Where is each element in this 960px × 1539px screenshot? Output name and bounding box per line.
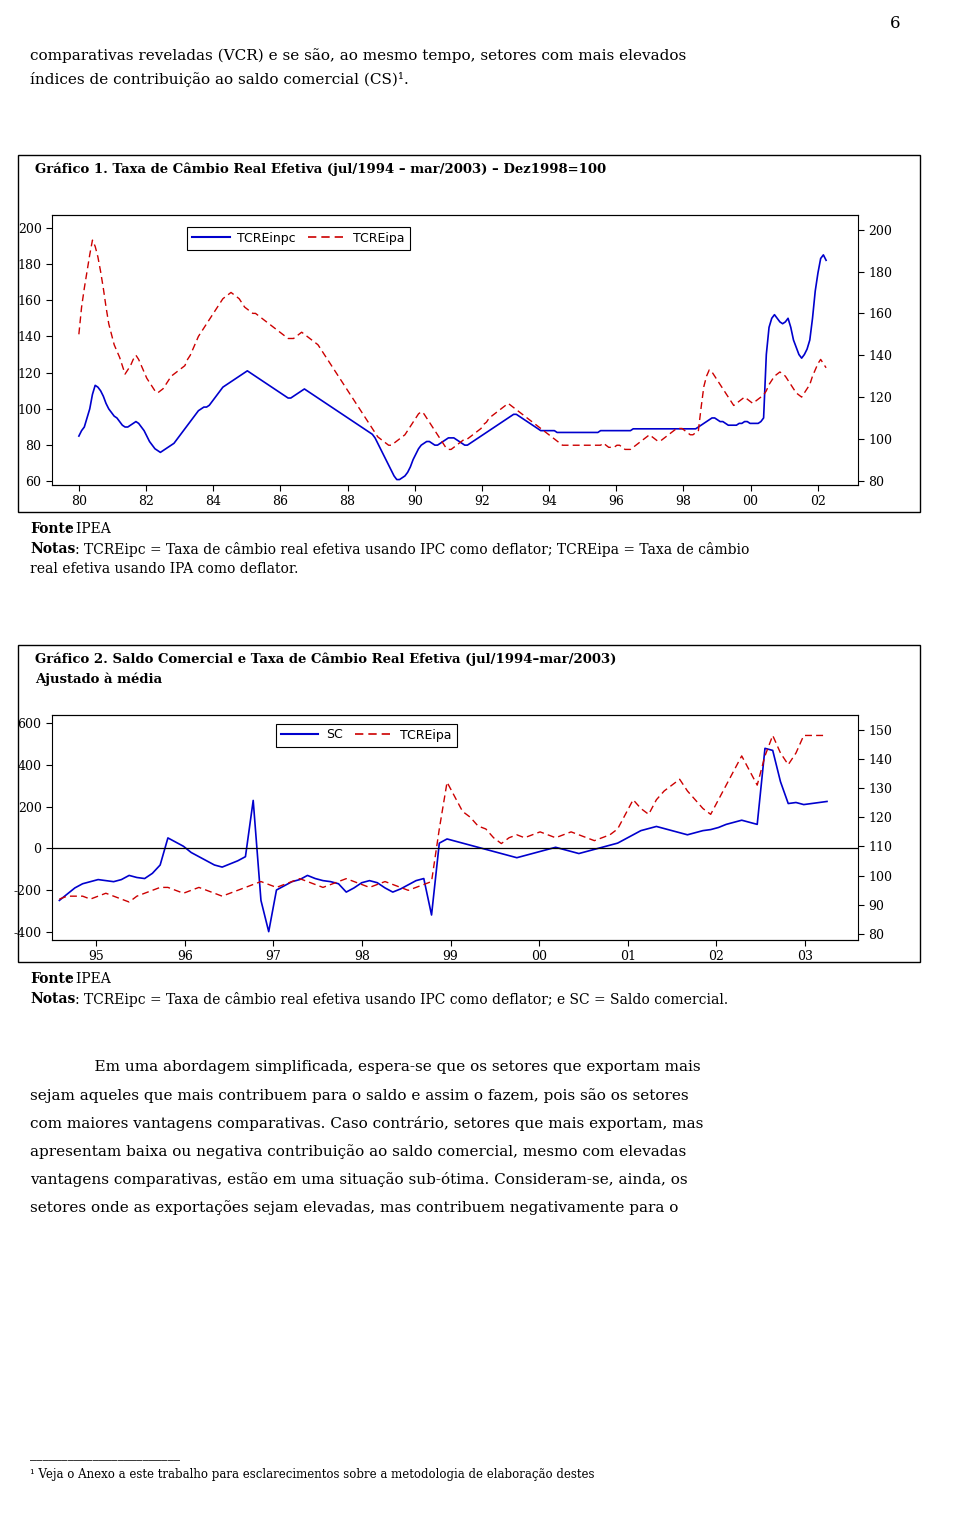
Text: índices de contribuição ao saldo comercial (CS)¹.: índices de contribuição ao saldo comerci…: [30, 72, 409, 88]
Text: Gráfico 2. Saldo Comercial e Taxa de Câmbio Real Efetiva (jul/1994–mar/2003): Gráfico 2. Saldo Comercial e Taxa de Câm…: [35, 653, 616, 665]
Text: sejam aqueles que mais contribuem para o saldo e assim o fazem, pois são os seto: sejam aqueles que mais contribuem para o…: [30, 1088, 688, 1103]
Text: real efetiva usando IPA como deflator.: real efetiva usando IPA como deflator.: [30, 562, 299, 576]
Text: : TCREipc = Taxa de câmbio real efetiva usando IPC como deflator; TCREipa = Taxa: : TCREipc = Taxa de câmbio real efetiva …: [75, 542, 750, 557]
Text: apresentam baixa ou negativa contribuição ao saldo comercial, mesmo com elevadas: apresentam baixa ou negativa contribuiçã…: [30, 1143, 686, 1159]
Text: 6: 6: [890, 15, 900, 32]
Text: Em uma abordagem simplificada, espera-se que os setores que exportam mais: Em uma abordagem simplificada, espera-se…: [75, 1060, 701, 1074]
Legend: TCREinpc, TCREipa: TCREinpc, TCREipa: [187, 226, 410, 249]
Text: Gráfico 1. Taxa de Câmbio Real Efetiva (jul/1994 – mar/2003) – Dez1998=100: Gráfico 1. Taxa de Câmbio Real Efetiva (…: [35, 162, 606, 175]
Text: Notas: Notas: [30, 993, 76, 1007]
Text: : IPEA: : IPEA: [67, 973, 110, 986]
Text: com maiores vantagens comparativas. Caso contrário, setores que mais exportam, m: com maiores vantagens comparativas. Caso…: [30, 1116, 704, 1131]
Text: vantagens comparativas, estão em uma situação sub-ótima. Consideram-se, ainda, o: vantagens comparativas, estão em uma sit…: [30, 1173, 687, 1187]
Text: ________________________: ________________________: [30, 1448, 180, 1461]
Text: Fonte: Fonte: [30, 522, 74, 536]
Text: comparativas reveladas (VCR) e se são, ao mesmo tempo, setores com mais elevados: comparativas reveladas (VCR) e se são, a…: [30, 48, 686, 63]
Legend: SC, TCREipa: SC, TCREipa: [276, 723, 457, 746]
Text: Ajustado à média: Ajustado à média: [35, 673, 162, 686]
Text: ¹ Veja o Anexo a este trabalho para esclarecimentos sobre a metodologia de elabo: ¹ Veja o Anexo a este trabalho para escl…: [30, 1468, 594, 1481]
Text: Fonte: Fonte: [30, 973, 74, 986]
Text: Notas: Notas: [30, 542, 76, 556]
Text: : TCREipc = Taxa de câmbio real efetiva usando IPC como deflator; e SC = Saldo c: : TCREipc = Taxa de câmbio real efetiva …: [75, 993, 728, 1007]
Text: : IPEA: : IPEA: [67, 522, 110, 536]
Text: setores onde as exportações sejam elevadas, mas contribuem negativamente para o: setores onde as exportações sejam elevad…: [30, 1200, 679, 1214]
